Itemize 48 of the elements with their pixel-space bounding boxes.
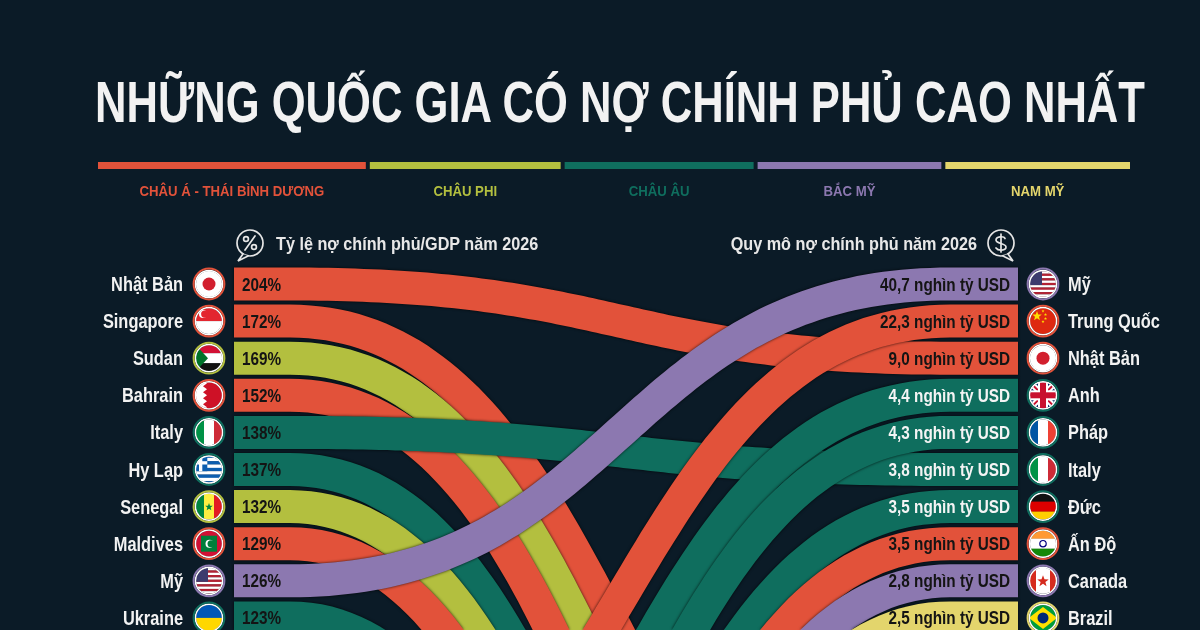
category-label: Italy — [1068, 457, 1102, 481]
data-label: 132% — [242, 496, 282, 518]
category-label: Anh — [1068, 383, 1100, 407]
category-label: Italy — [150, 420, 184, 444]
data-label: 126% — [242, 571, 282, 592]
data-label: 152% — [242, 385, 282, 407]
category-label: Ấn Độ — [1068, 532, 1117, 556]
data-label: 9,0 nghìn tỷ USD — [888, 348, 1010, 370]
data-label: 3,8 nghìn tỷ USD — [888, 459, 1010, 481]
category-label: Mỹ — [160, 569, 184, 593]
data-label: 4,4 nghìn tỷ USD — [888, 385, 1010, 407]
category-label: Ukraine — [122, 606, 183, 630]
data-label: 138% — [242, 422, 282, 444]
category-label: Sudan — [132, 346, 183, 370]
text: BẮC MỸ — [823, 181, 877, 200]
category-label: Mỹ — [1068, 272, 1092, 296]
category-label: Nhật Bản — [111, 272, 183, 296]
legend-label: NAM MỸ — [1010, 181, 1065, 200]
category-label: Maldives — [113, 532, 183, 556]
text: Tỷ lệ nợ chính phủ/GDP năm 2026 — [276, 234, 539, 255]
data-label: 40,7 nghìn tỷ USD — [880, 274, 1010, 295]
data-label: 2,8 nghìn tỷ USD — [888, 571, 1010, 592]
data-label: 2,5 nghìn tỷ USD — [888, 608, 1010, 629]
data-label: 22,3 nghìn tỷ USD — [880, 311, 1010, 332]
data-label: 169% — [242, 348, 282, 370]
data-label: 3,5 nghìn tỷ USD — [888, 534, 1010, 555]
text: CHÂU Á - THÁI BÌNH DƯƠNG — [139, 181, 325, 200]
category-label: Pháp — [1068, 420, 1109, 444]
data-label: 204% — [242, 274, 282, 295]
data-label: 3,5 nghìn tỷ USD — [888, 496, 1010, 518]
data-label: 129% — [242, 534, 282, 555]
category-label: Singapore — [102, 309, 183, 333]
data-label: 172% — [242, 311, 282, 332]
category-label: Bahrain — [122, 383, 183, 407]
category-label: Brazil — [1068, 606, 1113, 630]
category-label: Hy Lạp — [128, 457, 183, 481]
category-label: Đức — [1068, 495, 1101, 518]
text: Quy mô nợ chính phủ năm 2026 — [730, 234, 977, 255]
text: NHỮNG QUỐC GIA CÓ NỢ CHÍNH PHỦ CAO NHẤT — [95, 68, 1145, 135]
text: CHÂU PHI — [433, 181, 498, 200]
category-label: Canada — [1068, 569, 1128, 593]
data-label: 123% — [242, 608, 282, 629]
category-label: Senegal — [120, 495, 183, 518]
category-label: Trung Quốc — [1068, 309, 1160, 333]
text: CHÂU ÂU — [628, 181, 690, 200]
data-label: 137% — [242, 459, 282, 481]
category-label: Nhật Bản — [1068, 346, 1140, 370]
data-label: 4,3 nghìn tỷ USD — [888, 422, 1010, 444]
